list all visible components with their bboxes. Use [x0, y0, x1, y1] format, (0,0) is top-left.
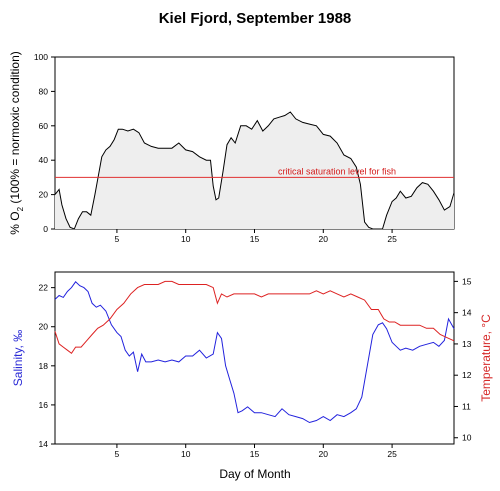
chart-title: Kiel Fjord, September 1988 — [159, 10, 352, 27]
oxygen-x-tick-label: 20 — [319, 234, 329, 244]
temperature-y-tick-label: 10 — [462, 433, 472, 443]
salinity-y-tick-label: 16 — [39, 400, 49, 410]
oxygen-y-tick-label: 80 — [39, 86, 49, 96]
oxygen-y-label-part-2: (100% = normoxic condition) — [8, 51, 22, 207]
bottom-x-ticks: 5 10 15 20 25 — [115, 444, 397, 459]
bottom-x-tick-label: 20 — [319, 449, 329, 459]
oxygen-x-tick-label: 10 — [181, 234, 191, 244]
oxygen-y-label-part-1: % O — [8, 211, 22, 234]
oxygen-x-tick-label: 5 — [115, 234, 120, 244]
bottom-x-tick-label: 5 — [115, 449, 120, 459]
salinity-y-tick-label: 22 — [39, 283, 49, 293]
salinity-axis-label: Salinity, ‰ — [11, 330, 25, 386]
oxygen-y-tick-label: 40 — [39, 155, 49, 165]
salinity-line — [54, 281, 455, 424]
oxygen-y-axis-label: % O2 (100% = normoxic condition) — [8, 51, 25, 235]
temperature-y-tick-label: 13 — [462, 339, 472, 349]
oxygen-x-tick-label: 15 — [250, 234, 260, 244]
salinity-plot-frame — [54, 271, 455, 445]
temperature-line — [54, 280, 455, 355]
x-axis-label: Day of Month — [219, 467, 290, 481]
temperature-y-ticks: 10 11 12 13 14 15 — [454, 276, 472, 443]
oxygen-y-ticks: 0 20 40 60 80 100 — [34, 52, 55, 234]
salinity-y-tick-label: 14 — [39, 439, 49, 449]
salinity-y-tick-label: 20 — [39, 322, 49, 332]
oxygen-line — [54, 111, 455, 230]
oxygen-area — [55, 112, 454, 229]
temperature-y-tick-label: 15 — [462, 276, 472, 286]
bottom-x-tick-label: 10 — [181, 449, 191, 459]
oxygen-x-ticks: 5 10 15 20 25 — [115, 229, 397, 244]
temperature-y-tick-label: 12 — [462, 370, 472, 380]
oxygen-x-tick-label: 25 — [387, 234, 397, 244]
salinity-temperature-panel: 5 10 15 20 25 14 16 18 20 22 10 11 12 13 14 15 Salini… — [11, 271, 493, 481]
temperature-y-tick-label: 11 — [462, 401, 471, 411]
temperature-axis-label: Temperature, °C — [479, 314, 493, 402]
critical-saturation-label: critical saturation level for fish — [278, 166, 396, 176]
oxygen-y-tick-label: 60 — [39, 121, 49, 131]
bottom-x-tick-label: 25 — [387, 449, 397, 459]
oxygen-panel: critical saturation level for fish 5 10 15… — [8, 51, 455, 244]
oxygen-y-tick-label: 100 — [34, 52, 48, 62]
oxygen-y-label-subscript: 2 — [16, 206, 25, 211]
salinity-y-tick-label: 18 — [39, 361, 49, 371]
salinity-y-ticks: 14 16 18 20 22 — [39, 283, 55, 449]
temperature-y-tick-label: 14 — [462, 308, 472, 318]
oxygen-y-tick-label: 20 — [39, 190, 49, 200]
bottom-x-tick-label: 15 — [250, 449, 260, 459]
oxygen-y-tick-label: 0 — [43, 224, 48, 234]
